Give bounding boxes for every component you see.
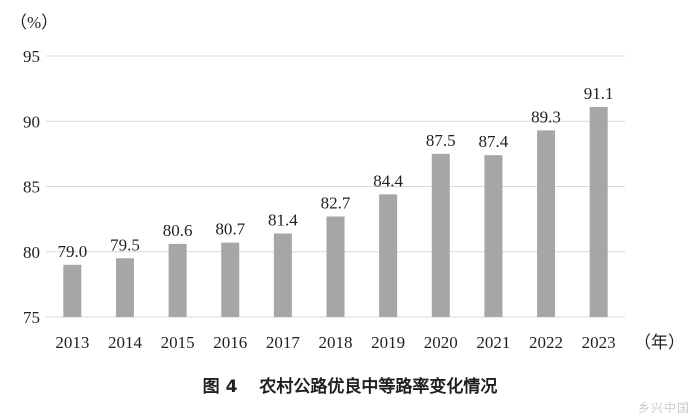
watermark-logo: 乡兴中国 [637,401,690,415]
bar-2019 [379,194,398,317]
x-tick-label: 2021 [476,333,510,352]
bar-2022 [537,130,556,317]
bar-2016 [221,242,240,317]
data-label: 89.3 [531,107,561,126]
bar-2014 [115,258,134,317]
x-axis-ticks: 2013 2014 2015 2016 2017 2018 2019 2020 2021 2022… [55,333,615,352]
y-tick-label: 85 [23,178,40,197]
data-label: 91.1 [584,84,614,103]
data-labels: 79.0 79.5 80.6 80.7 81.4 82.7 84.4 87.5 87.4 89.3… [57,84,613,261]
y-axis-ticks: 75 80 85 90 95 [23,47,40,327]
x-tick-label: 2013 [55,333,89,352]
x-tick-label: 2016 [213,333,247,352]
data-label: 79.0 [57,242,87,261]
y-tick-label: 90 [23,112,40,131]
y-tick-label: 75 [23,308,40,327]
figure-caption: 图 4 农村公路优良中等路率变化情况 [0,372,700,397]
bar-2015 [168,243,187,317]
data-label: 79.5 [110,235,140,254]
bar-2018 [326,216,345,317]
data-label: 82.7 [321,194,351,213]
y-tick-label: 80 [23,243,40,262]
x-axis-unit: （年） [634,333,685,352]
bar-2021 [484,155,503,317]
bar-2023 [589,106,608,318]
bar-2020 [431,153,450,317]
x-tick-label: 2022 [529,333,563,352]
x-tick-label: 2020 [424,333,458,352]
figure-title: 农村公路优良中等路率变化情况 [259,377,498,397]
figure-number: 图 4 [202,377,238,397]
gridlines [46,55,625,318]
y-tick-label: 95 [23,47,40,66]
x-tick-label: 2019 [371,333,405,352]
x-tick-label: 2017 [266,333,301,352]
bars [63,106,608,318]
x-tick-label: 2014 [108,333,143,352]
x-tick-label: 2023 [582,333,616,352]
bar-2017 [273,233,292,317]
data-label: 84.4 [373,171,403,190]
y-axis-unit: （%） [10,13,58,32]
bar-2013 [63,264,82,317]
data-label: 81.4 [268,210,298,229]
data-label: 87.5 [426,131,456,150]
x-tick-label: 2018 [319,333,353,352]
data-label: 80.6 [163,221,193,240]
data-label: 87.4 [479,132,509,151]
x-tick-label: 2015 [161,333,195,352]
data-label: 80.7 [215,220,245,239]
